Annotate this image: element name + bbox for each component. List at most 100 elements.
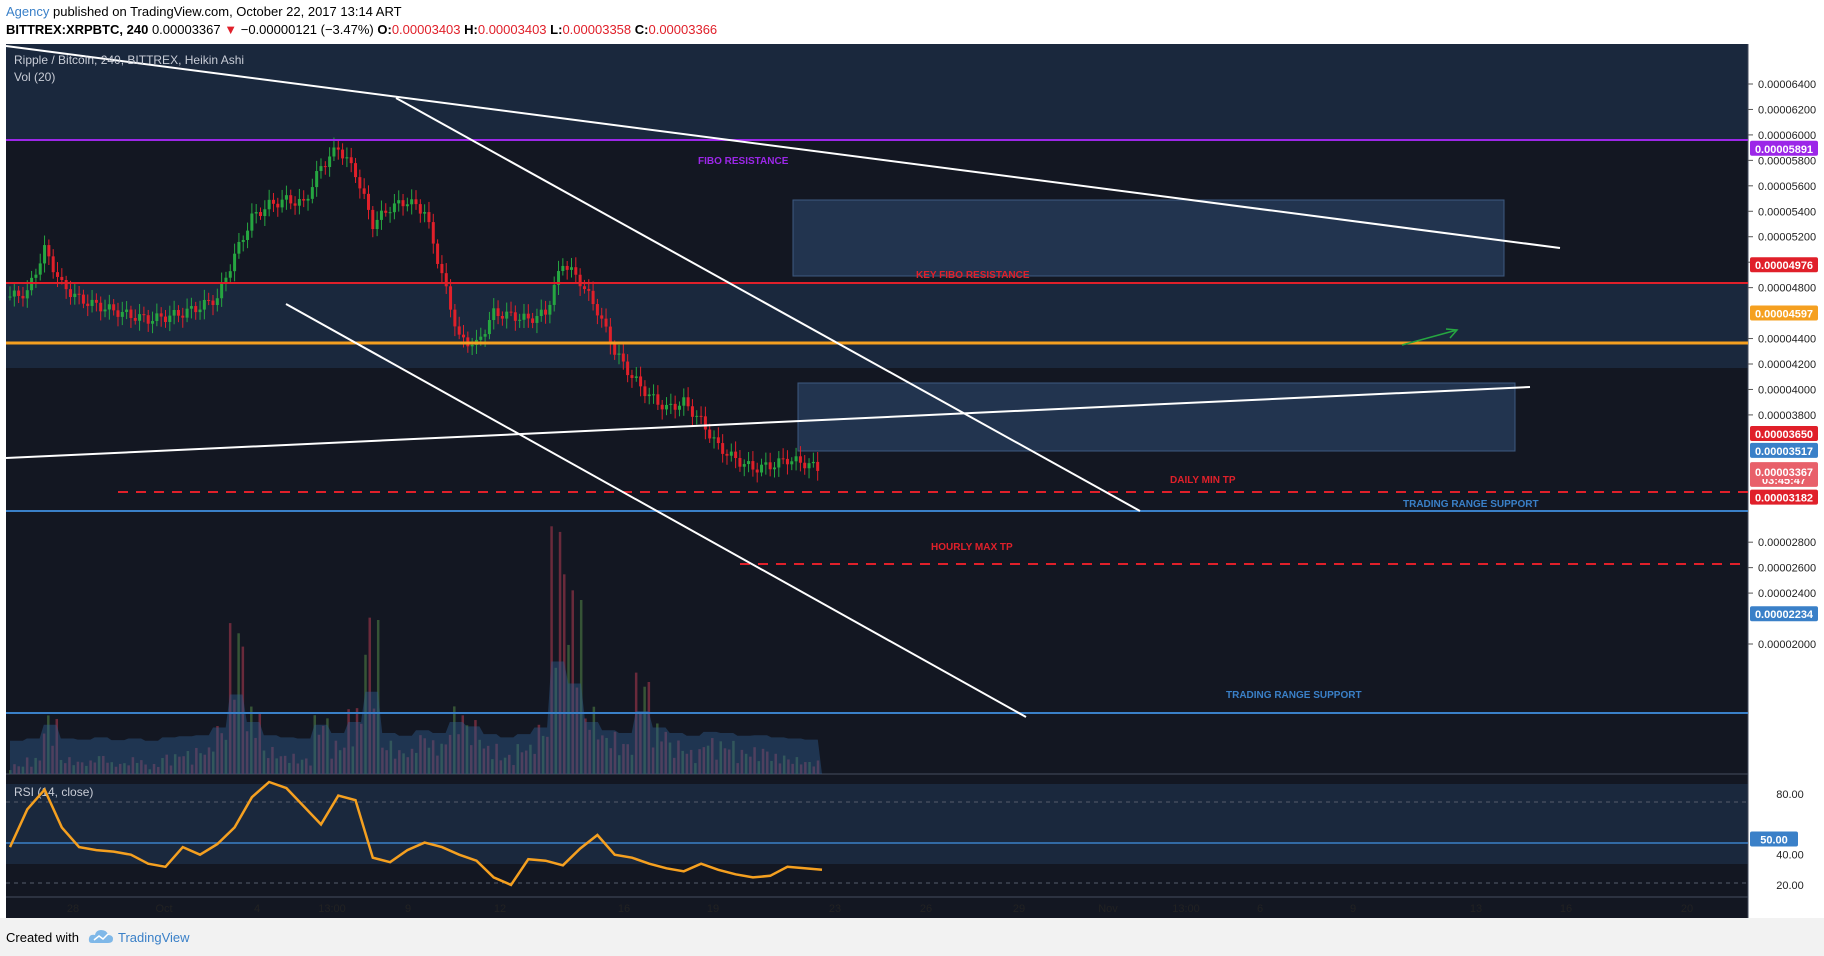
time-tick-label: 19 xyxy=(707,903,719,915)
volume-bar xyxy=(723,748,727,774)
trading-range-support-label-2: TRADING RANGE SUPPORT xyxy=(1226,690,1362,701)
candle-body xyxy=(68,289,72,298)
rising-support-trendline[interactable] xyxy=(5,386,1531,459)
rsi-axis[interactable]: 80.00 40.00 20.00 50.00 xyxy=(1750,789,1804,892)
candle-body xyxy=(379,210,383,220)
candle-body xyxy=(522,313,526,320)
last-price: 0.00003367 xyxy=(151,22,221,37)
candle-body xyxy=(699,415,703,417)
volume-bar xyxy=(233,699,236,774)
footer: Created with TradingView xyxy=(0,918,1824,956)
candle-body xyxy=(526,313,530,319)
candle-body xyxy=(397,200,401,204)
candle-body xyxy=(358,177,362,189)
volume-bar xyxy=(182,756,185,774)
candle-body xyxy=(496,308,500,317)
candle-body xyxy=(630,375,634,378)
volume-bar xyxy=(72,765,75,774)
level-tag-support-1 xyxy=(1750,442,1818,458)
volume-bar xyxy=(173,754,177,774)
level-tag-label-orange: 0.00004597 xyxy=(1755,308,1813,320)
volume-bar xyxy=(63,763,67,774)
tradingview-brand-link[interactable]: TradingView xyxy=(118,930,190,945)
volume-bar xyxy=(575,687,579,774)
volume-bar xyxy=(799,764,803,774)
price-tick-label: 0.00005200 xyxy=(1758,232,1816,244)
volume-bar xyxy=(334,740,338,774)
candle-body xyxy=(669,403,673,405)
volume-bar xyxy=(326,718,329,774)
chart-background xyxy=(6,44,1748,918)
candle-body xyxy=(803,462,807,469)
candle-body xyxy=(656,394,660,405)
volume-bar xyxy=(321,725,325,774)
candle-body xyxy=(159,313,163,317)
candle-body xyxy=(777,458,781,468)
volume-bar xyxy=(288,762,291,774)
main-pane-title: Ripple / Bitcoin, 240, BITTREX, Heikin A… xyxy=(14,53,244,67)
volume-bar xyxy=(402,753,405,774)
symbol-label: BITTREX:XRPBTC, 240 xyxy=(6,22,149,37)
candle-body xyxy=(250,213,254,231)
price-axis[interactable]: 0.00006400 0.00006200 0.00006000 0.00005800… xyxy=(1748,79,1816,651)
volume-bar xyxy=(262,750,266,774)
volume-bar xyxy=(694,763,697,774)
volume-bar xyxy=(457,734,460,774)
upper-resistance-trendline[interactable] xyxy=(5,45,1561,249)
rsi-tick-label: 20.00 xyxy=(1776,880,1804,892)
candle-body xyxy=(682,397,686,406)
candle-body xyxy=(548,304,552,315)
volume-ma-area xyxy=(10,661,822,774)
projection-arrow[interactable] xyxy=(1401,329,1458,346)
volume-bar xyxy=(393,758,397,774)
volume-bar xyxy=(740,749,744,774)
candle-body xyxy=(30,277,34,291)
volume-bar xyxy=(372,708,376,774)
candle-body xyxy=(306,198,310,201)
candle-body xyxy=(112,304,116,311)
volume-bar xyxy=(25,757,29,774)
volume-bar xyxy=(266,758,270,774)
volume-bar xyxy=(706,745,710,774)
candle-body xyxy=(371,209,375,230)
rsi-tick-label: 40.00 xyxy=(1776,850,1804,862)
candle-body xyxy=(267,199,271,210)
volume-bar xyxy=(190,764,194,774)
volume-bar xyxy=(254,737,257,774)
candle-body xyxy=(535,315,539,323)
volume-bar xyxy=(533,753,536,774)
volume-bar xyxy=(618,755,621,774)
volume-bar xyxy=(681,750,684,774)
chart-canvas[interactable]: FIBO RESISTANCE KEY FIBO RESISTANCE DAIL… xyxy=(0,44,1824,918)
candle-body xyxy=(677,405,681,410)
volume-bar xyxy=(609,748,613,774)
candle-body xyxy=(336,147,340,150)
candle-body xyxy=(241,239,245,242)
candle-body xyxy=(38,263,42,275)
channel-lower-trendline[interactable] xyxy=(285,303,1027,718)
time-axis[interactable]: 28 Oct 4 13:00 9 12 16 19 23 26 29 Nov 13:00 6 9 13 16 20 xyxy=(67,903,1693,915)
volume-bar xyxy=(347,709,350,774)
publisher-link[interactable]: Agency xyxy=(6,4,50,19)
volume-bar xyxy=(672,757,676,774)
candle-body xyxy=(86,303,90,306)
level-tag-label-support-2: 0.00002234 xyxy=(1755,609,1814,621)
candle-body xyxy=(17,290,21,296)
volume-bar xyxy=(207,747,211,774)
volume-bar xyxy=(199,753,202,774)
volume-bar xyxy=(351,746,355,774)
volume-bar xyxy=(296,763,300,774)
volume-bar xyxy=(508,754,511,774)
channel-upper-trendline[interactable] xyxy=(395,97,1141,512)
candle-body xyxy=(673,403,677,410)
volume-bar xyxy=(338,750,342,774)
volume-bar xyxy=(9,770,12,774)
volume-bar xyxy=(317,734,321,774)
level-tag-fibo xyxy=(1750,140,1818,156)
candle-body xyxy=(138,314,142,321)
price-tick-label: 0.00006200 xyxy=(1758,104,1816,116)
candle-body xyxy=(721,443,725,454)
candle-body xyxy=(224,277,228,283)
price-tick-label: 0.00002800 xyxy=(1758,537,1816,549)
candle-body xyxy=(198,309,202,313)
